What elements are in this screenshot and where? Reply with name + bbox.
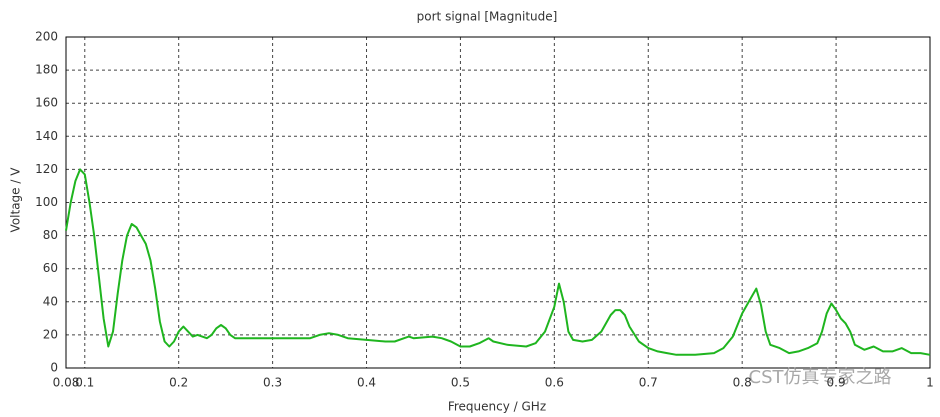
x-tick-label: 0.9	[827, 376, 846, 390]
x-tick-label: 0.4	[357, 376, 376, 390]
y-tick-label: 180	[35, 63, 58, 77]
y-tick-label: 0	[50, 361, 58, 375]
plot-frame	[65, 36, 931, 369]
x-tick-label: 1	[926, 376, 934, 390]
x-tick-label: 0.7	[639, 376, 658, 390]
x-tick-label: 0.1	[75, 376, 94, 390]
chart-title: port signal [Magnitude]	[417, 10, 558, 24]
x-tick-label: 0.08	[53, 376, 80, 390]
y-tick-label: 20	[43, 327, 58, 341]
y-tick-label: 60	[43, 261, 58, 275]
x-axis-label: Frequency / GHz	[448, 400, 546, 414]
x-tick-label: 0.6	[545, 376, 564, 390]
y-tick-label: 100	[35, 195, 58, 209]
y-tick-label: 160	[35, 96, 58, 110]
x-tick-label: 0.5	[451, 376, 470, 390]
data-line	[65, 168, 931, 356]
x-tick-label: 0.8	[733, 376, 752, 390]
y-axis-label: Voltage / V	[9, 167, 23, 233]
y-tick-label: 140	[35, 129, 58, 143]
x-tick-label: 0.2	[169, 376, 188, 390]
y-tick-label: 40	[43, 294, 58, 308]
y-tick-label: 120	[35, 162, 58, 176]
y-tick-label: 200	[35, 30, 58, 44]
x-tick-label: 0.3	[263, 376, 282, 390]
y-tick-label: 80	[43, 228, 58, 242]
watermark: CST仿真专家之路	[749, 367, 892, 388]
